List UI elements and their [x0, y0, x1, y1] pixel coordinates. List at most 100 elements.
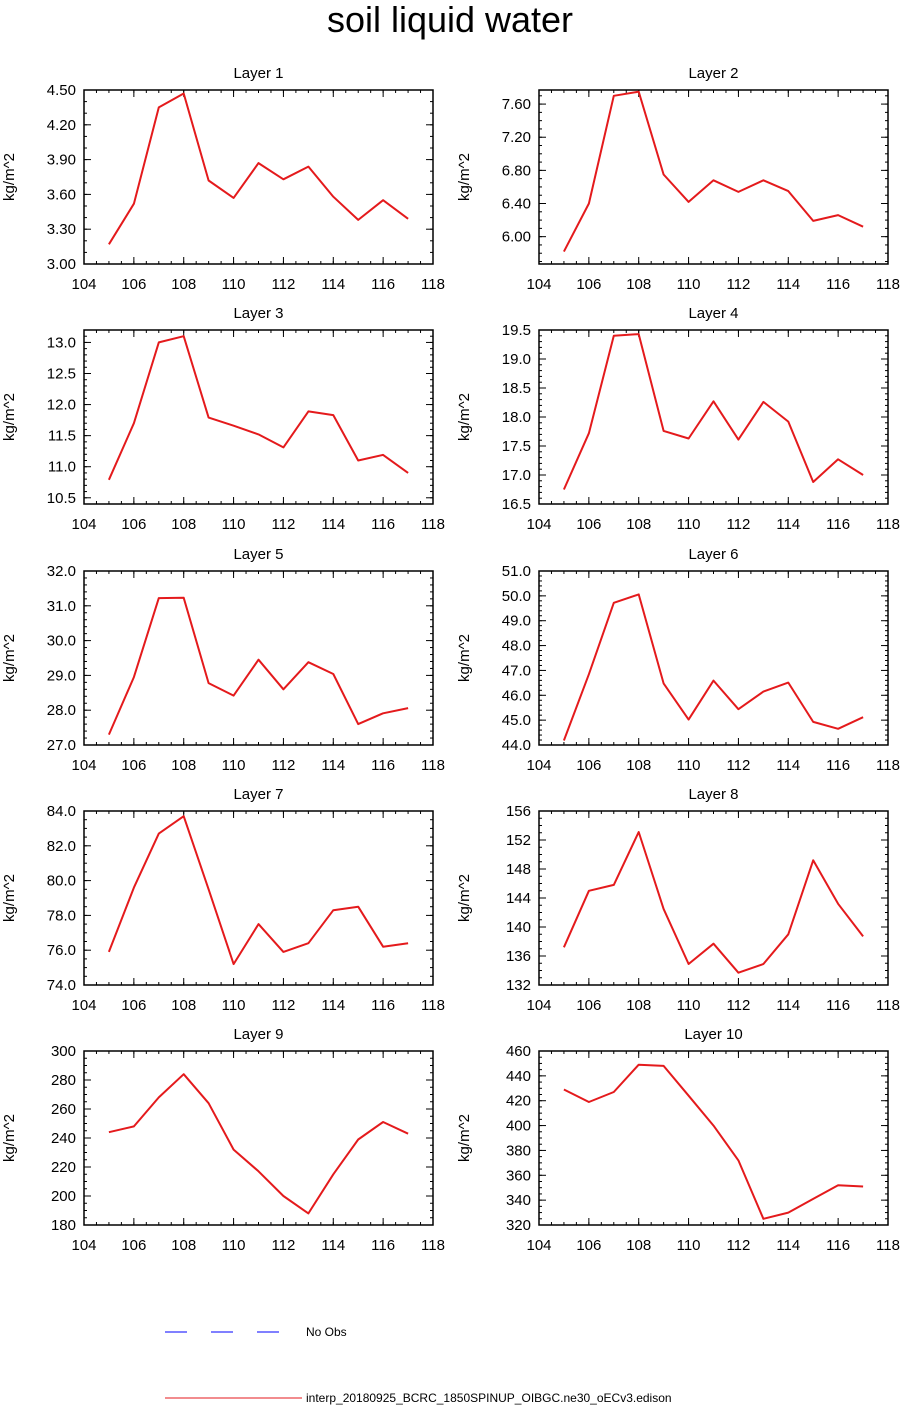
y-tick-label: 82.0	[47, 838, 76, 855]
y-axis-label: kg/m^2	[1, 634, 18, 682]
plot-frame	[83, 1050, 434, 1226]
y-tick-label: 74.0	[47, 977, 76, 994]
y-tick-label: 4.50	[47, 82, 76, 99]
x-tick-label: 110	[677, 757, 701, 774]
y-axis-label: kg/m^2	[456, 1114, 473, 1162]
y-axis-label: kg/m^2	[1, 153, 18, 201]
y-axis-label: kg/m^2	[1, 1114, 18, 1162]
x-tick-label: 114	[321, 997, 345, 1014]
x-tick-label: 110	[677, 1237, 701, 1254]
x-tick-label: 114	[321, 276, 345, 293]
x-tick-label: 106	[576, 276, 601, 293]
x-tick-label: 104	[71, 757, 96, 774]
y-tick-label: 340	[506, 1192, 531, 1209]
x-tick-label: 114	[776, 1237, 800, 1254]
y-tick-label: 200	[51, 1188, 76, 1205]
y-tick-label: 3.60	[47, 186, 76, 203]
x-tick-label: 118	[421, 757, 445, 774]
y-tick-label: 45.0	[502, 712, 531, 729]
x-tick-label: 106	[576, 997, 601, 1014]
y-tick-label: 44.0	[502, 737, 531, 754]
y-tick-label: 136	[506, 948, 531, 965]
x-tick-label: 116	[826, 276, 850, 293]
y-tick-label: 4.20	[47, 117, 76, 134]
panel-title: Layer 9	[233, 1026, 283, 1043]
plot-frame	[538, 570, 889, 746]
x-tick-label: 104	[526, 276, 551, 293]
y-tick-label: 380	[506, 1142, 531, 1159]
x-tick-label: 108	[626, 1237, 651, 1254]
y-tick-label: 51.0	[502, 563, 531, 580]
y-tick-label: 460	[506, 1043, 531, 1060]
chart-panel-10: Layer 10 kg/m^2 104 106 108 110 112 114 116 118 32…	[456, 1026, 900, 1254]
plot-frame	[83, 570, 434, 746]
y-tick-label: 27.0	[47, 737, 76, 754]
x-tick-label: 112	[271, 276, 295, 293]
plot-frame	[538, 89, 889, 265]
y-tick-label: 18.5	[502, 380, 531, 397]
series-line	[108, 92, 409, 245]
series-line	[563, 1063, 864, 1220]
chart-panel-7: Layer 7 kg/m^2 104 106 108 110 112 114 116 118 74.…	[1, 786, 445, 1014]
x-tick-label: 116	[371, 1237, 395, 1254]
x-tick-label: 108	[171, 516, 196, 533]
y-tick-label: 84.0	[47, 803, 76, 820]
x-tick-label: 112	[726, 757, 750, 774]
y-axis-label: kg/m^2	[1, 874, 18, 922]
x-tick-label: 110	[677, 276, 701, 293]
plot-frame	[538, 1050, 889, 1226]
chart-panel-3: Layer 3 kg/m^2 104 106 108 110 112 114 116 118 10.…	[1, 305, 445, 533]
y-tick-label: 152	[506, 832, 531, 849]
plot-frame	[538, 329, 889, 505]
x-tick-label: 116	[826, 757, 850, 774]
panel-title: Layer 8	[688, 786, 738, 803]
x-tick-label: 110	[677, 516, 701, 533]
y-tick-label: 31.0	[47, 598, 76, 615]
panel-title: Layer 4	[688, 305, 738, 322]
y-tick-label: 440	[506, 1068, 531, 1085]
x-tick-label: 110	[222, 757, 246, 774]
y-tick-label: 48.0	[502, 638, 531, 655]
x-tick-label: 114	[776, 757, 800, 774]
chart-panel-9: Layer 9 kg/m^2 104 106 108 110 112 114 116 118 180…	[1, 1026, 445, 1254]
x-tick-label: 116	[826, 516, 850, 533]
x-tick-label: 104	[526, 997, 551, 1014]
plot-frame	[83, 329, 434, 505]
x-tick-label: 110	[677, 997, 701, 1014]
x-tick-label: 104	[71, 1237, 96, 1254]
y-tick-label: 132	[506, 977, 531, 994]
y-tick-label: 18.0	[502, 409, 531, 426]
x-tick-label: 112	[271, 997, 295, 1014]
x-tick-label: 112	[726, 997, 750, 1014]
y-tick-label: 260	[51, 1101, 76, 1118]
x-tick-label: 116	[371, 516, 395, 533]
x-tick-label: 112	[726, 276, 750, 293]
x-tick-label: 106	[576, 1237, 601, 1254]
x-tick-label: 104	[71, 997, 96, 1014]
y-tick-label: 240	[51, 1130, 76, 1147]
y-tick-label: 16.5	[502, 496, 531, 513]
x-tick-label: 106	[121, 276, 146, 293]
y-tick-label: 3.00	[47, 256, 76, 273]
series-line	[562, 831, 864, 974]
y-tick-label: 50.0	[502, 588, 531, 605]
x-tick-label: 114	[321, 516, 345, 533]
y-tick-label: 140	[506, 919, 531, 936]
y-axis-label: kg/m^2	[456, 153, 473, 201]
y-tick-label: 78.0	[47, 907, 76, 924]
y-tick-label: 220	[51, 1159, 76, 1176]
x-tick-label: 116	[826, 997, 850, 1014]
x-tick-label: 118	[421, 276, 445, 293]
x-tick-label: 104	[71, 516, 96, 533]
y-tick-label: 360	[506, 1167, 531, 1184]
x-tick-label: 112	[271, 757, 295, 774]
y-tick-label: 17.5	[502, 438, 531, 455]
x-tick-label: 108	[171, 757, 196, 774]
y-tick-label: 3.30	[47, 221, 76, 238]
panel-title: Layer 7	[233, 786, 283, 803]
x-tick-label: 116	[371, 997, 395, 1014]
y-tick-label: 420	[506, 1093, 531, 1110]
x-tick-label: 104	[526, 516, 551, 533]
